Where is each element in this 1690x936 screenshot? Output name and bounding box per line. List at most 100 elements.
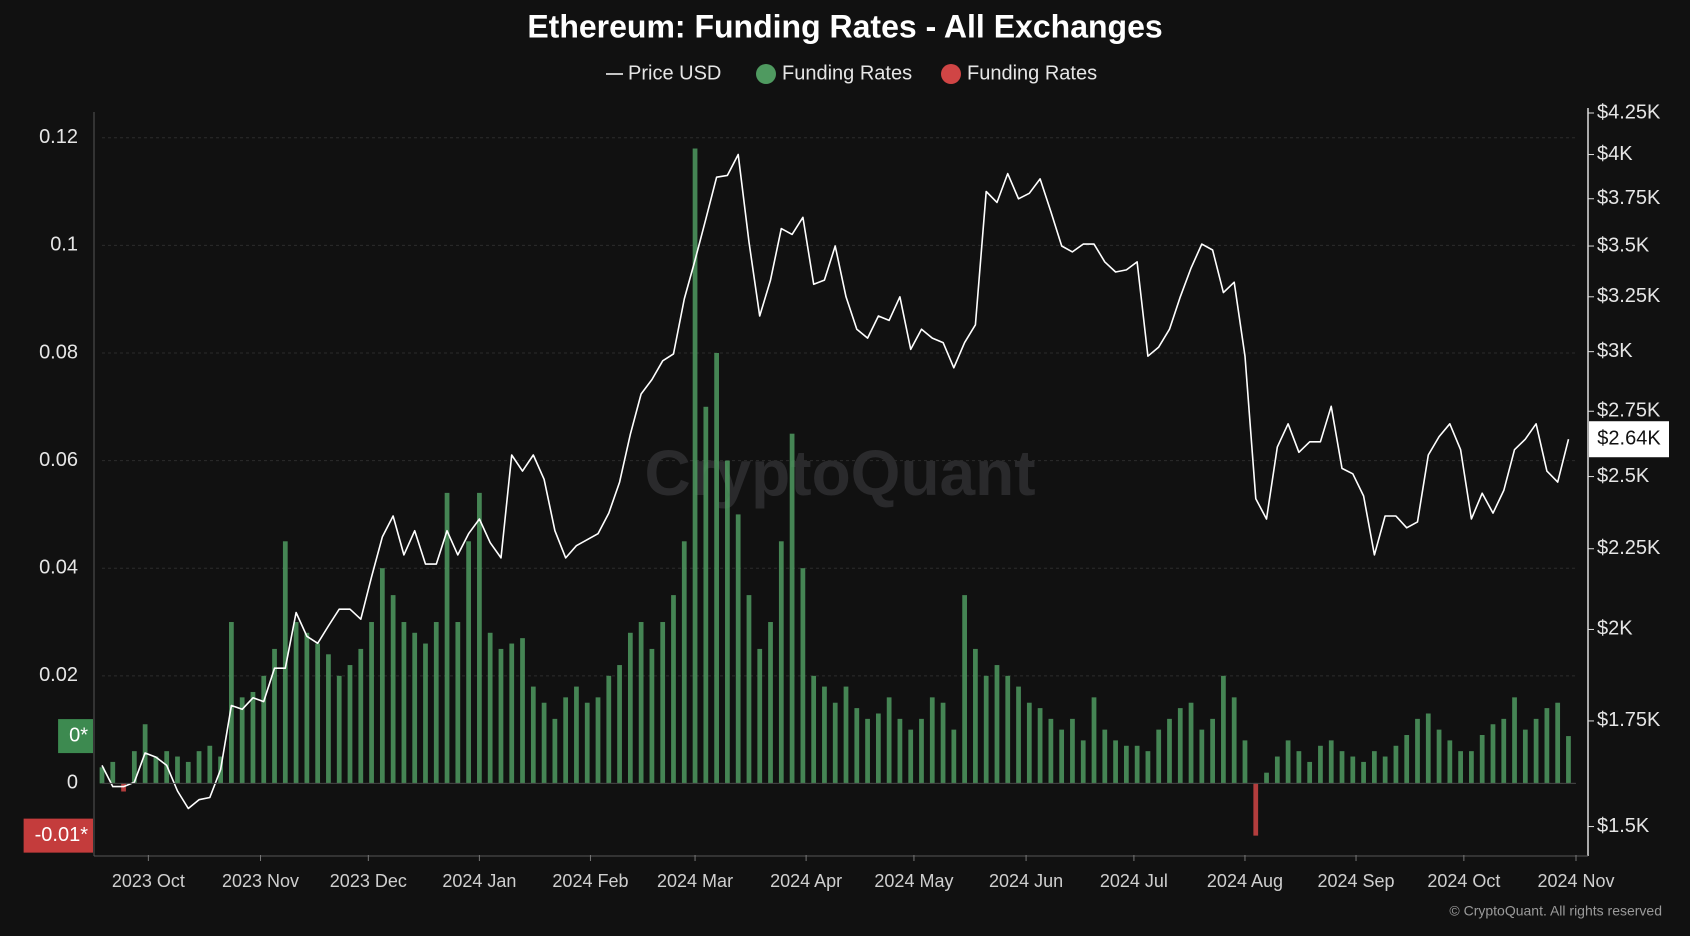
funding-bar <box>1296 751 1302 784</box>
funding-bar <box>865 718 870 784</box>
funding-bar <box>757 648 763 784</box>
funding-bar <box>175 756 180 784</box>
funding-bar <box>552 718 558 784</box>
funding-bar <box>239 697 245 784</box>
x-tick-label: 2024 Feb <box>552 871 628 891</box>
x-tick-label: 2023 Oct <box>112 871 185 891</box>
funding-bar <box>1242 740 1248 784</box>
funding-bar <box>423 643 428 784</box>
chart-title: Ethereum: Funding Rates - All Exchanges <box>527 8 1162 44</box>
funding-bar <box>1167 718 1172 784</box>
x-tick-label: 2023 Nov <box>222 871 299 891</box>
x-tick-label: 2024 Apr <box>770 871 842 891</box>
funding-bar <box>379 568 385 784</box>
funding-bar <box>272 648 277 784</box>
funding-bar <box>681 541 687 784</box>
funding-bar <box>153 756 159 784</box>
funding-bar <box>520 638 525 784</box>
value-badge <box>23 818 93 853</box>
funding-bar <box>315 643 321 784</box>
funding-bar <box>886 697 892 784</box>
x-tick-label: 2024 Mar <box>657 871 733 891</box>
funding-bar <box>358 648 364 784</box>
funding-bar <box>1555 702 1561 784</box>
funding-bar <box>1339 751 1345 784</box>
funding-bar <box>229 622 234 784</box>
funding-bar <box>1016 686 1021 784</box>
funding-bar <box>1145 751 1151 784</box>
y-tick-label: 0.02 <box>39 664 78 686</box>
funding-bar <box>110 761 116 784</box>
funding-bar <box>1436 729 1442 784</box>
funding-bar <box>1533 718 1539 784</box>
legend-label: Funding Rates <box>782 62 912 84</box>
legend-label: Funding Rates <box>967 62 1097 84</box>
price-badge <box>1589 421 1669 458</box>
funding-bar <box>649 648 655 784</box>
funding-bar <box>1469 751 1474 784</box>
funding-bar <box>832 702 838 784</box>
funding-bar <box>843 686 849 784</box>
funding-bar <box>444 492 450 784</box>
x-tick-label: 2024 May <box>874 871 953 891</box>
funding-bar <box>412 632 418 784</box>
y2-tick-label: $3.5K <box>1597 234 1650 256</box>
y2-tick-label: $2.25K <box>1597 537 1661 559</box>
y2-tick-label: $3.25K <box>1597 285 1661 307</box>
funding-bar <box>1458 751 1463 784</box>
funding-bar <box>401 622 407 784</box>
funding-bar <box>789 433 795 784</box>
funding-bar <box>962 595 967 784</box>
funding-bar <box>714 352 719 784</box>
funding-bar <box>606 675 612 784</box>
funding-bar <box>1415 718 1420 784</box>
y2-tick-label: $4.25K <box>1597 101 1661 123</box>
funding-bar <box>1328 740 1334 784</box>
value-badge-label: -0.01* <box>35 824 89 846</box>
funding-bar <box>1177 708 1183 784</box>
funding-bar <box>1285 740 1291 784</box>
funding-bar <box>1404 735 1410 784</box>
y-tick-label: 0 <box>67 772 78 794</box>
y2-tick-label: $2.5K <box>1597 465 1650 487</box>
funding-bar <box>466 541 471 784</box>
x-tick-label: 2024 Sep <box>1317 871 1394 891</box>
funding-bar <box>584 702 590 784</box>
funding-bar <box>1264 772 1269 784</box>
funding-bar <box>897 718 903 784</box>
funding-bar <box>1221 675 1226 784</box>
y2-tick-label: $3K <box>1597 340 1633 362</box>
funding-bar <box>1048 718 1054 784</box>
funding-bar <box>563 697 569 784</box>
funding-bar <box>1156 729 1162 784</box>
funding-bar <box>1490 724 1496 784</box>
funding-bar <box>638 622 644 784</box>
funding-bar <box>1566 736 1571 784</box>
funding-bar <box>1522 729 1528 784</box>
x-tick-label: 2023 Dec <box>330 871 407 891</box>
funding-bar <box>282 541 288 784</box>
funding-bar <box>1425 713 1431 784</box>
funding-bar <box>326 654 331 784</box>
legend-symbol <box>941 64 961 84</box>
funding-bar <box>940 702 946 784</box>
funding-bar <box>304 632 310 784</box>
x-tick-label: 2024 Jul <box>1100 871 1168 891</box>
funding-bar <box>811 675 817 784</box>
funding-bar <box>725 460 730 784</box>
funding-bar <box>1544 708 1550 784</box>
funding-bar <box>1059 729 1065 784</box>
funding-bar <box>1382 756 1388 784</box>
y-tick-label: 0.08 <box>39 341 78 363</box>
price-line <box>101 153 1570 810</box>
x-tick-label: 2024 Nov <box>1537 871 1614 891</box>
value-badge <box>58 719 93 754</box>
funding-bar <box>1512 697 1517 784</box>
funding-bar <box>498 648 504 784</box>
y2-tick-label: $2.75K <box>1597 400 1661 422</box>
y-tick-label: 0.04 <box>39 556 78 578</box>
funding-bar <box>595 697 601 784</box>
funding-bar <box>1037 708 1043 784</box>
funding-bar <box>433 622 439 784</box>
